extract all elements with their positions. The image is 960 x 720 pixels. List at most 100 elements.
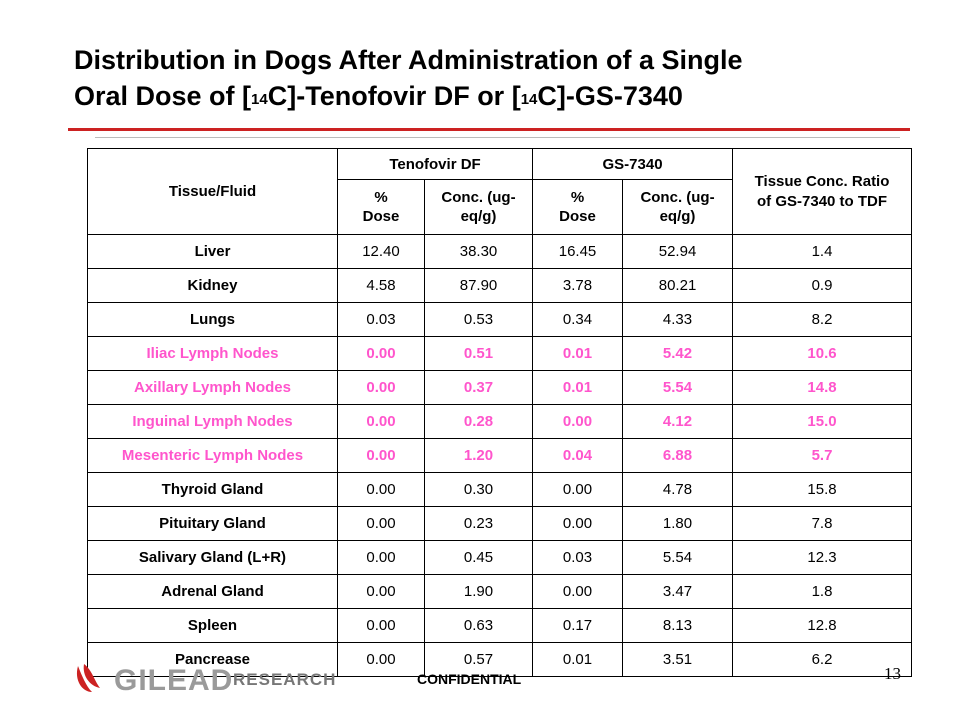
cell-tissue: Mesenteric Lymph Nodes [87,438,338,473]
cell-gs-pct: 0.00 [532,404,624,439]
cell-gs-pct: 3.78 [532,268,624,303]
cell-tdf-conc: 1.20 [423,438,534,473]
isotope-sup-2: 14 [520,91,538,108]
header-gs7340: GS-7340 [532,148,734,180]
cell-tdf-conc: 0.23 [423,506,534,541]
cell-ratio: 15.0 [732,404,913,439]
slide-title: Distribution in Dogs After Administratio… [74,42,914,114]
cell-tdf-conc: 87.90 [423,268,534,303]
cell-gs-pct: 0.01 [532,336,624,371]
cell-gs-pct: 0.00 [532,506,624,541]
header-tdf-conc: Conc. (ug-eq/g) [423,179,534,235]
cell-gs-pct: 0.01 [532,370,624,405]
isotope-sup-1: 14 [251,91,268,108]
table-body: Tissue/Fluid Tenofovir DF GS-7340 Tissue… [87,148,913,677]
cell-gs-conc: 3.47 [622,574,734,609]
header-gs-pct-dose: % Dose [532,179,624,235]
title-part-a: Oral Dose of [ [74,81,252,111]
cell-gs-conc: 80.21 [622,268,734,303]
cell-gs-pct: 0.04 [532,438,624,473]
table-row: Pancrease 0.00 0.57 0.01 3.51 6.2 [87,642,913,677]
cell-gs-conc: 4.78 [622,472,734,507]
cell-tdf-conc: 0.63 [423,608,534,643]
cell-tdf-conc: 0.28 [423,404,534,439]
cell-tdf-pct: 0.00 [337,404,425,439]
cell-tdf-pct: 4.58 [337,268,425,303]
cell-tissue: Inguinal Lymph Nodes [87,404,338,439]
cell-ratio: 10.6 [732,336,913,371]
cell-ratio: 14.8 [732,370,913,405]
cell-tissue: Pancrease [87,642,338,677]
cell-ratio: 8.2 [732,302,913,337]
cell-ratio: 1.4 [732,234,913,269]
cell-ratio: 7.8 [732,506,913,541]
cell-ratio: 5.7 [732,438,913,473]
cell-gs-conc: 6.88 [622,438,734,473]
cell-tdf-conc: 0.57 [423,642,534,677]
table-row: Spleen 0.00 0.63 0.17 8.13 12.8 [87,608,913,643]
cell-tdf-pct: 0.00 [337,574,425,609]
cell-gs-pct: 16.45 [532,234,624,269]
cell-tdf-pct: 0.00 [337,438,425,473]
cell-gs-conc: 5.54 [622,370,734,405]
cell-gs-conc: 4.33 [622,302,734,337]
cell-gs-pct: 0.01 [532,642,624,677]
confidential-label: CONFIDENTIAL [417,671,522,687]
table-row: Thyroid Gland 0.00 0.30 0.00 4.78 15.8 [87,472,913,507]
brand-suffix: RESEARCH [233,670,337,689]
cell-tissue: Kidney [87,268,338,303]
table-row: Mesenteric Lymph Nodes 0.00 1.20 0.04 6.88 5.… [87,438,913,473]
table-row: Kidney 4.58 87.90 3.78 80.21 0.9 [87,268,913,303]
table-row: Adrenal Gland 0.00 1.90 0.00 3.47 1.8 [87,574,913,609]
cell-tdf-pct: 0.00 [337,642,425,677]
page-number: 13 [884,664,901,683]
cell-tissue: Lungs [87,302,338,337]
header-tenofovir: Tenofovir DF [336,148,534,180]
cell-tissue: Salivary Gland (L+R) [87,540,338,575]
cell-tdf-conc: 0.53 [423,302,534,337]
cell-tdf-conc: 0.51 [423,336,534,371]
cell-tdf-conc: 0.30 [423,472,534,507]
brand-name: GILEAD [114,664,234,697]
header-row-2: % Dose Conc. (ug-eq/g) % Dose Conc. (ug-… [88,179,912,235]
cell-ratio: 1.8 [732,574,913,609]
cell-gs-conc: 3.51 [622,642,734,677]
cell-tdf-pct: 0.00 [337,608,425,643]
cell-gs-conc: 1.80 [622,506,734,541]
cell-gs-conc: 52.94 [622,234,734,269]
cell-tissue: Liver [87,234,338,269]
cell-tdf-pct: 0.00 [337,506,425,541]
cell-tissue: Axillary Lymph Nodes [87,370,338,405]
cell-ratio: 12.3 [732,540,913,575]
table-row: Axillary Lymph Nodes 0.00 0.37 0.01 5.54 14.8 [87,370,913,405]
cell-gs-conc: 4.12 [622,404,734,439]
cell-gs-pct: 0.17 [532,608,624,643]
header-tdf-pct-dose: % Dose [337,179,425,235]
cell-gs-pct: 0.34 [532,302,624,337]
cell-ratio: 6.2 [732,642,913,677]
cell-gs-pct: 0.00 [532,574,624,609]
cell-tdf-pct: 12.40 [337,234,425,269]
table-row: Salivary Gland (L+R) 0.00 0.45 0.03 5.54 12.3 [87,540,913,575]
table-row: Iliac Lymph Nodes 0.00 0.51 0.01 5.42 10.6 [87,336,913,371]
cell-tdf-conc: 38.30 [423,234,534,269]
cell-tissue: Iliac Lymph Nodes [87,336,338,371]
title-underline-red [68,128,910,131]
cell-ratio: 12.8 [732,608,913,643]
distribution-table: Tissue/Fluid Tenofovir DF GS-7340 Tissue… [87,148,913,677]
cell-tdf-pct: 0.00 [337,472,425,507]
cell-tissue: Pituitary Gland [87,506,338,541]
table-row: Lungs 0.03 0.53 0.34 4.33 8.2 [87,302,913,337]
cell-gs-pct: 0.00 [532,472,624,507]
table-row: Inguinal Lymph Nodes 0.00 0.28 0.00 4.12 15.0 [87,404,913,439]
cell-tissue: Thyroid Gland [87,472,338,507]
title-part-b: C]-Tenofovir DF or [ [267,81,521,111]
cell-tissue: Spleen [87,608,338,643]
cell-tdf-pct: 0.03 [337,302,425,337]
cell-tdf-conc: 0.45 [423,540,534,575]
title-line-1: Distribution in Dogs After Administratio… [74,45,743,75]
cell-tissue: Adrenal Gland [87,574,338,609]
cell-gs-conc: 5.42 [622,336,734,371]
table-row: Pituitary Gland 0.00 0.23 0.00 1.80 7.8 [87,506,913,541]
cell-gs-pct: 0.03 [532,540,624,575]
